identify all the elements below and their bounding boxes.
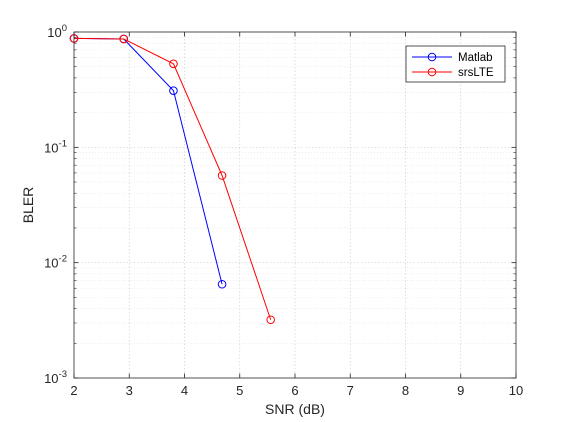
legend-marker-matlab	[427, 52, 437, 62]
legend-marker-srslte	[427, 67, 437, 77]
series-layer	[69, 34, 275, 325]
x-tick-label: 3	[126, 383, 133, 398]
x-tick-label: 10	[509, 383, 523, 398]
legend-box	[405, 45, 506, 83]
y-axis-label: BLER	[20, 187, 36, 224]
series-line-srslte	[73, 37, 272, 320]
legend: Matlab srsLTE	[405, 45, 506, 83]
y-tick-label: 100	[47, 23, 67, 40]
legend-label-srslte: srsLTE	[458, 67, 494, 79]
x-tick-label: 6	[291, 383, 298, 398]
x-tick-label: 5	[236, 383, 243, 398]
data-point-matlab	[217, 279, 227, 289]
x-axis-label: SNR (dB)	[265, 401, 325, 417]
data-point-srslte	[217, 171, 227, 180]
x-tick-label: 2	[70, 383, 77, 398]
y-tick-label: 10-2	[44, 254, 67, 271]
data-point-srslte	[119, 34, 129, 44]
data-point-srslte	[169, 59, 178, 69]
data-point-srslte	[266, 315, 275, 325]
legend-label-matlab: Matlab	[458, 52, 493, 64]
x-tick-label: 9	[457, 383, 464, 398]
x-tick-label: 7	[347, 383, 354, 398]
ticks: 10-3 10-2 10-1 100 2 3 4 5 6 7 8 9 10	[44, 23, 523, 398]
x-tick-label: 8	[402, 383, 409, 398]
x-tick-label: 4	[181, 383, 188, 398]
grid	[74, 32, 516, 378]
y-tick-label: 10-3	[44, 369, 67, 386]
data-point-matlab	[169, 86, 178, 95]
y-tick-label: 10-1	[44, 138, 67, 155]
